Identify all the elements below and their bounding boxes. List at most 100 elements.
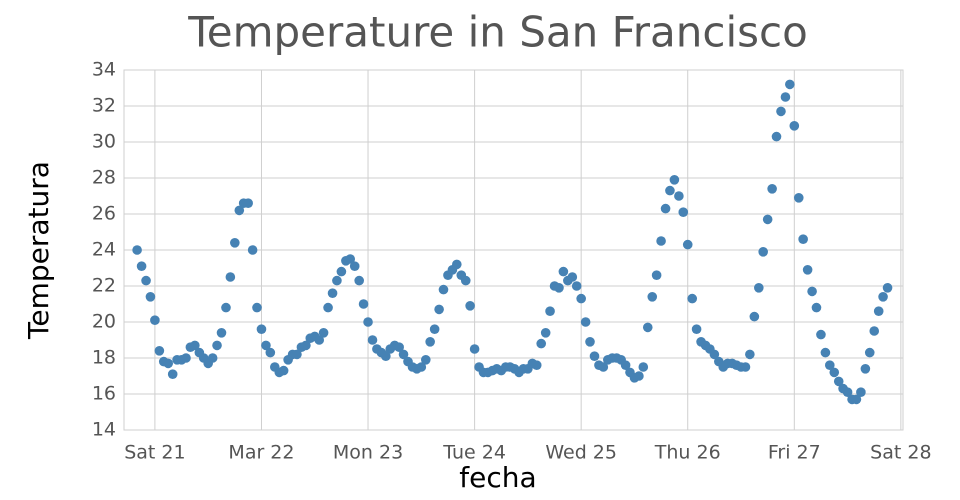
point — [651, 270, 662, 281]
point — [345, 254, 356, 264]
point — [674, 191, 684, 201]
y-tick-label: 14 — [92, 419, 116, 441]
point — [802, 265, 813, 275]
point — [864, 347, 875, 358]
point — [829, 367, 840, 378]
point — [434, 304, 444, 315]
point — [869, 326, 880, 336]
point — [820, 347, 831, 358]
point — [807, 286, 817, 297]
point — [545, 306, 555, 317]
point — [669, 175, 680, 185]
point — [394, 342, 404, 353]
point — [318, 328, 329, 338]
point — [416, 362, 427, 372]
point — [873, 306, 884, 317]
x-tick-label: Sat 21 — [124, 442, 185, 464]
point — [851, 394, 862, 405]
y-tick-label: 26 — [92, 203, 116, 225]
point — [656, 236, 666, 246]
point — [678, 207, 689, 217]
point — [349, 261, 360, 272]
point — [301, 340, 311, 351]
point — [687, 293, 698, 304]
point — [420, 355, 431, 365]
point — [141, 275, 151, 286]
y-tick-label: 18 — [92, 347, 116, 369]
point — [860, 364, 871, 374]
point — [647, 292, 658, 302]
point — [767, 184, 777, 194]
point — [230, 238, 240, 248]
point — [465, 301, 475, 311]
point — [247, 245, 258, 255]
point — [576, 293, 586, 304]
y-tick-label: 34 — [92, 59, 116, 81]
point — [793, 193, 804, 203]
point — [167, 369, 178, 380]
x-tick-label: Tue 24 — [442, 442, 506, 464]
point — [776, 106, 786, 117]
point — [367, 335, 378, 345]
point — [452, 259, 462, 270]
point — [571, 281, 582, 291]
y-axis-label: Temperatura — [22, 161, 55, 340]
point — [336, 266, 347, 277]
point — [691, 324, 702, 335]
point — [438, 284, 449, 295]
point — [536, 338, 547, 349]
point — [212, 340, 222, 351]
point — [145, 292, 156, 302]
point — [754, 283, 764, 293]
point — [398, 349, 409, 360]
point — [745, 349, 755, 360]
point — [265, 347, 276, 358]
point — [354, 275, 364, 286]
point — [327, 288, 338, 299]
point — [558, 266, 569, 277]
point — [785, 79, 795, 90]
point — [181, 353, 191, 363]
point — [567, 272, 578, 282]
point — [660, 203, 671, 214]
y-tick-label: 24 — [92, 239, 116, 261]
point — [878, 292, 888, 302]
point — [234, 205, 245, 216]
point — [314, 335, 325, 345]
y-tick-label: 32 — [92, 95, 116, 117]
point — [332, 275, 342, 286]
point — [798, 234, 808, 244]
point — [824, 360, 835, 371]
point — [882, 283, 893, 293]
point — [256, 324, 267, 335]
point — [154, 346, 165, 356]
point — [381, 351, 391, 362]
point — [762, 214, 773, 225]
point — [634, 371, 644, 381]
point — [780, 92, 791, 102]
x-tick-label: Thu 26 — [654, 442, 721, 464]
point — [278, 365, 289, 376]
point — [292, 349, 302, 360]
point — [225, 272, 236, 282]
point — [816, 329, 826, 340]
point — [429, 324, 440, 335]
y-tick-label: 22 — [92, 275, 116, 297]
point — [469, 344, 480, 354]
point — [136, 261, 147, 272]
point — [598, 362, 609, 372]
point — [585, 337, 595, 347]
x-tick-label: Sat 28 — [870, 442, 931, 464]
point — [842, 387, 853, 398]
point — [425, 337, 435, 347]
point — [358, 299, 369, 309]
point — [132, 245, 142, 255]
y-tick-label: 16 — [92, 383, 116, 405]
x-tick-label: Mon 23 — [333, 442, 403, 464]
y-tick-label: 30 — [92, 131, 116, 153]
point — [150, 315, 160, 326]
point — [620, 360, 631, 371]
point — [261, 340, 271, 351]
chart-title: Temperature in San Francisco — [187, 8, 808, 57]
point — [856, 387, 866, 398]
